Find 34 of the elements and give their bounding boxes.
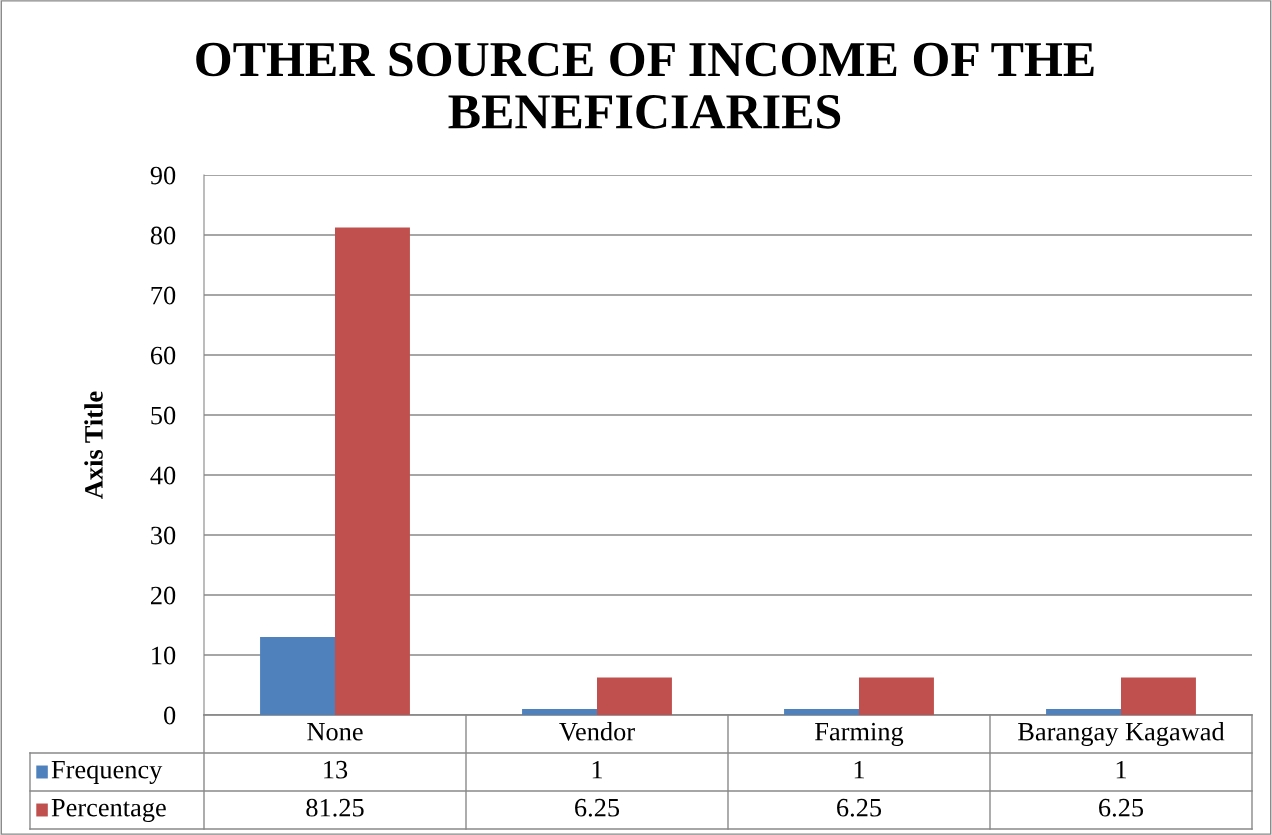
chart-title: OTHER SOURCE OF INCOME OF THE BENEFICIARIES [196,42,1094,129]
x-tick-label: Vendor [559,722,635,741]
data-label: 6.25 [575,798,620,817]
y-tick-label: 20 [150,586,176,605]
bar [522,709,597,715]
y-tick-label: 90 [150,166,176,185]
y-tick-label: 70 [151,286,176,305]
x-tick-label: Barangay Kagawad [1018,722,1225,746]
y-tick-label: 10 [152,646,176,665]
data-label: 1 [592,760,603,779]
x-tick-label: None [307,723,363,741]
bar [1121,677,1196,715]
bar [859,677,934,715]
y-tick-label: 50 [151,406,176,425]
data-label: 6.25 [837,798,882,817]
legend-label: Frequency [51,760,163,784]
bar [260,637,335,715]
y-tick-label: 60 [150,346,176,365]
y-tick-label: 0 [164,706,176,725]
bar [784,709,859,715]
bar [597,677,672,715]
data-label: 13 [324,760,348,779]
data-label: 1 [1116,760,1127,779]
y-tick-label: 30 [151,526,176,545]
y-tick-label: 40 [150,466,176,485]
data-label: 81.25 [306,798,364,817]
y-tick-label: 80 [150,226,176,245]
bar [335,227,410,715]
x-tick-label: Farming [815,722,904,746]
legend-label: Percentage [51,798,166,822]
bar [1046,709,1121,715]
data-label: 1 [854,760,865,779]
y-axis-title: Axis Title [84,391,103,499]
data-label: 6.25 [1099,798,1144,817]
